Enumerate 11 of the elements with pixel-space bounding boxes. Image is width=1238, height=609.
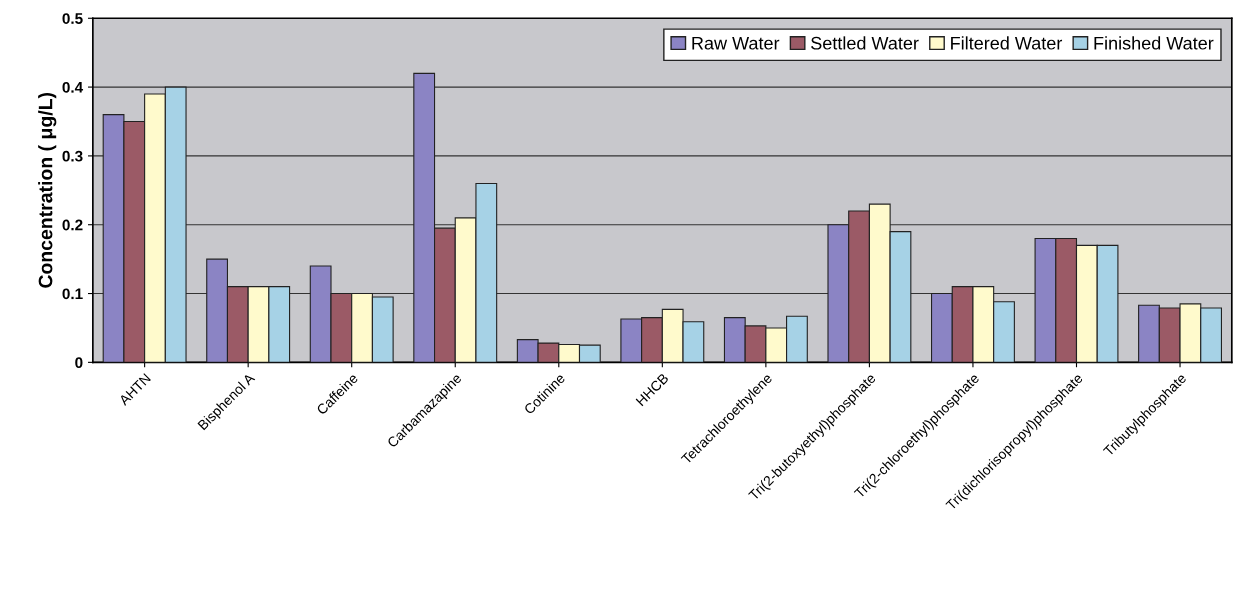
- y-tick-label: 0.4: [62, 81, 84, 93]
- y-tick-label: 0.3: [62, 150, 83, 162]
- y-tick-label: 0.5: [62, 13, 83, 24]
- legend-label: Finished Water: [1094, 36, 1214, 50]
- y-tick-label: 0: [75, 357, 83, 369]
- legend-label: Raw Water: [692, 36, 780, 50]
- y-tick-label: 0.1: [62, 288, 83, 300]
- y-axis-title: Concentration ( μg/L): [38, 92, 57, 288]
- legend-label: Filtered Water: [951, 36, 1063, 50]
- legend-label: Settled Water: [811, 36, 919, 50]
- y-tick-label: 0.2: [62, 219, 83, 231]
